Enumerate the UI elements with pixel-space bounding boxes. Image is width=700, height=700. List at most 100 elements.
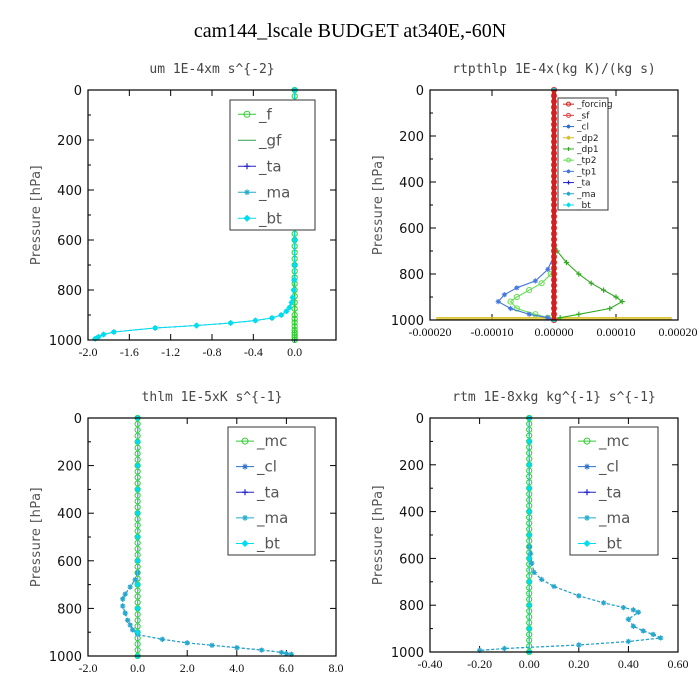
data-point [290,286,297,294]
data-point [545,266,551,272]
y-axis-label: Pressure [hPa] [29,165,44,265]
data-point [501,292,507,298]
legend-marker [566,101,571,107]
data-point [576,642,582,648]
y-tick-label: 400 [399,176,424,191]
data-point [635,609,641,615]
data-point [576,271,582,277]
data-point [640,628,646,634]
x-tick-label: 0.20 [568,657,589,671]
data-point [526,508,533,515]
y-tick-label: 400 [57,507,82,522]
y-tick-label: 200 [399,130,424,145]
data-point [159,636,165,642]
data-point [193,322,200,329]
legend-marker [583,539,591,548]
panel-title: rtpthlp 1E-4x(kg K)/(kg s) [452,62,656,77]
y-tick-label: 400 [57,184,82,199]
x-tick-label: 0.0 [130,661,145,675]
data-point [125,617,131,623]
data-point [288,651,294,657]
data-point [576,311,582,317]
x-tick-label: -2.0 [79,661,98,675]
data-point [551,583,557,590]
y-tick-label: 600 [57,234,82,249]
y-tick-label: 1000 [49,334,82,349]
data-point [513,293,520,301]
data-point [291,305,298,312]
data-point [620,604,627,611]
data-point [234,645,240,651]
data-point [501,645,507,652]
legend-marker [566,146,571,151]
data-point [227,319,234,327]
data-point [526,287,533,294]
legend-entry-label: _ta [258,157,282,176]
data-point [545,315,551,321]
legend-entry-label: _cl [256,458,277,477]
data-point [625,616,631,622]
data-point [630,623,636,629]
data-point [283,651,289,657]
legend-marker [566,157,571,163]
data-point [513,305,520,312]
data-point [278,649,285,656]
y-tick-label: 600 [399,222,424,237]
data-point [122,591,128,597]
legend-marker [566,191,571,196]
data-point [526,555,533,562]
panel-1: um 1E-4xm s^{-2} Pressure [hPa] 0 200 400 600… [29,62,337,359]
data-point [531,569,537,576]
legend-marker [584,514,590,521]
data-point [526,625,533,632]
y-tick-label: 800 [399,268,424,283]
legend-entry-label: _ta [576,179,591,189]
legend-marker [242,489,248,496]
data-point [291,236,298,244]
data-point [538,280,545,287]
data-point [601,600,607,606]
legend-entry-label: _tp2 [576,156,596,166]
plot-frame [429,417,679,653]
y-axis-label: Pressure [hPa] [371,485,386,585]
panel-title: um 1E-4xm s^{-2} [149,62,274,77]
legend-marker [242,463,248,470]
x-tick-label: -0.4 [244,345,263,359]
series-dp1 [551,236,625,323]
legend-box [229,99,316,231]
y-tick-label: 1000 [391,314,424,329]
legend-marker [244,163,250,170]
data-point [134,629,141,636]
series-bt [526,414,533,656]
data-point [289,294,296,301]
data-point [291,323,298,330]
data-point [526,438,533,445]
legend-entry-label: _ta [598,483,622,502]
legend-entry-label: _tp1 [576,167,596,177]
x-tick-label: 0.0 [287,345,302,359]
x-tick-label: 0.60 [668,657,689,671]
x-tick-label: 6.0 [279,661,294,675]
data-point [134,557,141,564]
x-tick-label: -1.6 [120,345,139,359]
legend-entry-label: _bt [576,201,591,211]
legend-entry-label: _forcing [576,100,613,110]
legend-entry-label: _ma [256,509,288,528]
panel-2: rtpthlp 1E-4x(kg K)/(kg s) Pressure [hPa]… [371,62,698,339]
data-point [291,261,298,269]
legend-marker [565,202,572,208]
data-point [526,578,533,585]
x-tick-label: -2.0 [79,345,98,359]
data-point [532,311,539,318]
x-tick-label: -0.00010 [471,325,514,339]
legend-marker [566,180,571,185]
series-line [509,262,555,321]
data-point [526,461,533,468]
y-tick-label: 1000 [391,646,424,661]
data-point [134,581,141,588]
data-point [588,280,594,286]
data-point [291,315,298,322]
series-line [553,239,624,321]
legend-marker [242,514,248,521]
x-tick-label: 8.0 [329,661,344,675]
